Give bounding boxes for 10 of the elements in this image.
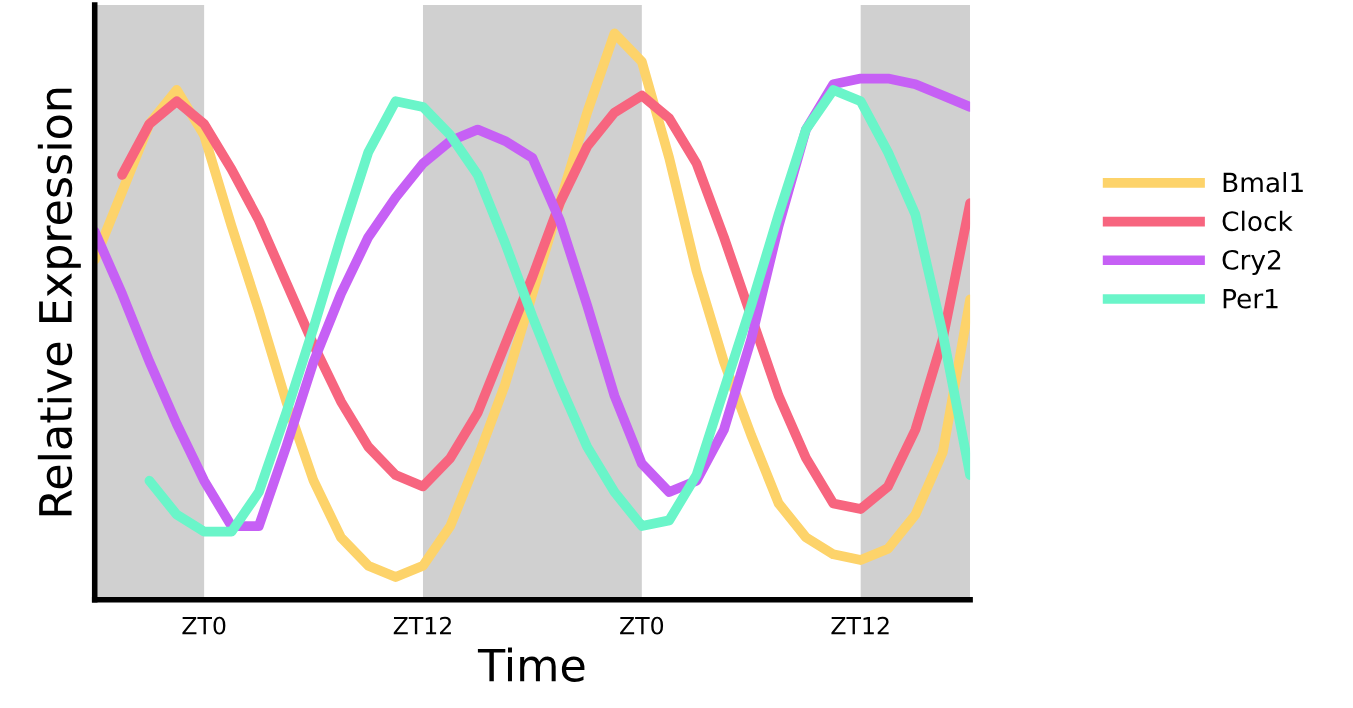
x-tick-label: ZT12 [393, 616, 451, 635]
x-axis-title: Time [477, 647, 585, 682]
legend-label: Per1 [1223, 288, 1278, 309]
x-tick-label: ZT0 [620, 616, 664, 635]
x-tick-label: ZT0 [182, 616, 226, 635]
x-tick-label: ZT12 [831, 616, 889, 635]
legend-label: Cry2 [1222, 249, 1281, 275]
legend-label: Clock [1222, 210, 1293, 232]
y-axis-title: Relative Expression [37, 88, 81, 516]
legend-label: Bmal1 [1223, 171, 1303, 193]
